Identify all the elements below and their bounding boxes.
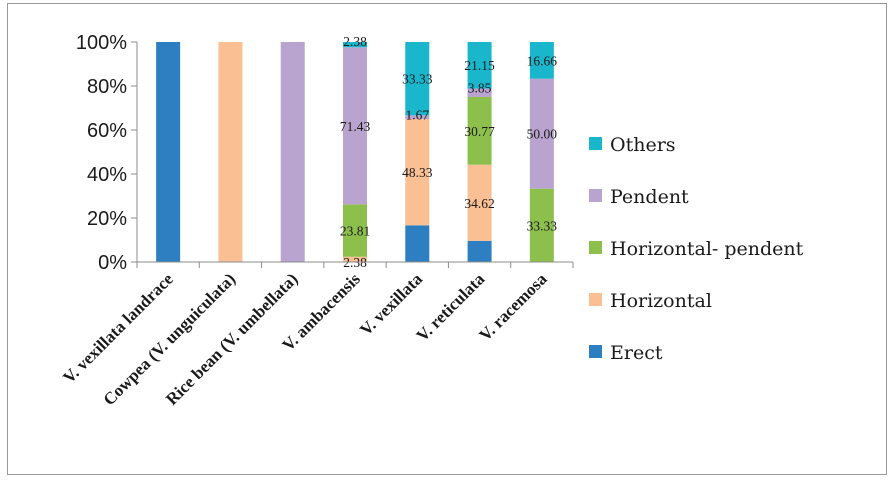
bar-segment-horizontal: [467, 164, 492, 241]
legend-label: Horizontal- pendent: [610, 238, 804, 260]
bar-segment-erect: [156, 42, 181, 262]
data-label: 16.66: [527, 53, 558, 68]
data-label: 2.38: [343, 34, 367, 49]
data-label: 34.62: [464, 196, 494, 211]
data-label: 30.77: [464, 124, 495, 139]
legend-label: Horizontal: [610, 290, 712, 312]
bar-segment-pendent: [405, 115, 430, 119]
bar-segment-pendent: [529, 78, 554, 189]
bar-segment-others: [405, 42, 430, 116]
data-label: 33.33: [402, 72, 433, 87]
legend-swatch: [589, 345, 602, 358]
y-axis: 0% 20% 40% 60% 80% 100%: [76, 32, 138, 274]
y-tick-label: 100%: [76, 32, 127, 54]
data-label: 71.43: [340, 119, 371, 134]
data-label: 33.33: [527, 218, 558, 233]
legend-swatch: [589, 241, 602, 254]
legend-item-horizontal-pendent: Horizontal- pendent: [589, 238, 804, 260]
bar-segment-others: [529, 42, 554, 79]
legend-label: Others: [610, 134, 676, 156]
bar-segment-pendent: [280, 42, 305, 262]
legend-label: Pendent: [610, 186, 689, 208]
y-tick-label: 80%: [87, 76, 127, 98]
data-label: 21.15: [464, 58, 495, 73]
legend-item-horizontal: Horizontal: [589, 290, 712, 312]
bar-segment-erect: [405, 225, 430, 262]
data-label: 48.33: [402, 165, 433, 180]
legend-swatch: [589, 137, 602, 150]
chart-frame: [7, 3, 887, 475]
legend-item-others: Others: [589, 134, 676, 156]
data-labels: 2.3823.8171.432.3848.331.6733.3334.6230.…: [340, 34, 557, 270]
bar-segment-horizontal-pendent: [343, 204, 367, 257]
bar-segment-horizontal: [343, 256, 367, 262]
bar-segment-horizontal: [218, 42, 243, 262]
legend-label: Erect: [610, 342, 663, 364]
bars: [156, 41, 554, 262]
data-label: 1.67: [405, 107, 429, 122]
legend-swatch: [589, 293, 602, 306]
data-label: 23.81: [340, 224, 370, 239]
legend: Others Pendent Horizontal- pendent Horizont…: [589, 134, 804, 364]
y-tick-label: 0%: [98, 252, 127, 274]
y-tick-label: 60%: [87, 120, 127, 142]
data-label: 3.85: [468, 81, 492, 96]
bar-segment-erect: [467, 240, 492, 262]
legend-item-erect: Erect: [589, 342, 663, 364]
bar-segment-horizontal-pendent: [467, 96, 492, 165]
bar-segment-others: [467, 41, 492, 89]
legend-item-pendent: Pendent: [589, 186, 689, 208]
bar-segment-horizontal: [405, 119, 430, 226]
category-label: V. racemosa: [475, 269, 551, 345]
y-tick-label: 20%: [87, 208, 127, 230]
bar-segment-pendent: [343, 47, 367, 205]
data-label: 50.00: [527, 127, 558, 142]
legend-swatch: [589, 189, 602, 202]
bar-segment-horizontal-pendent: [529, 188, 554, 262]
y-tick-label: 40%: [87, 164, 127, 186]
category-label: V. vexillata landrace: [59, 269, 177, 387]
bar-segment-others: [343, 42, 367, 48]
bar-segment-pendent: [467, 88, 492, 97]
